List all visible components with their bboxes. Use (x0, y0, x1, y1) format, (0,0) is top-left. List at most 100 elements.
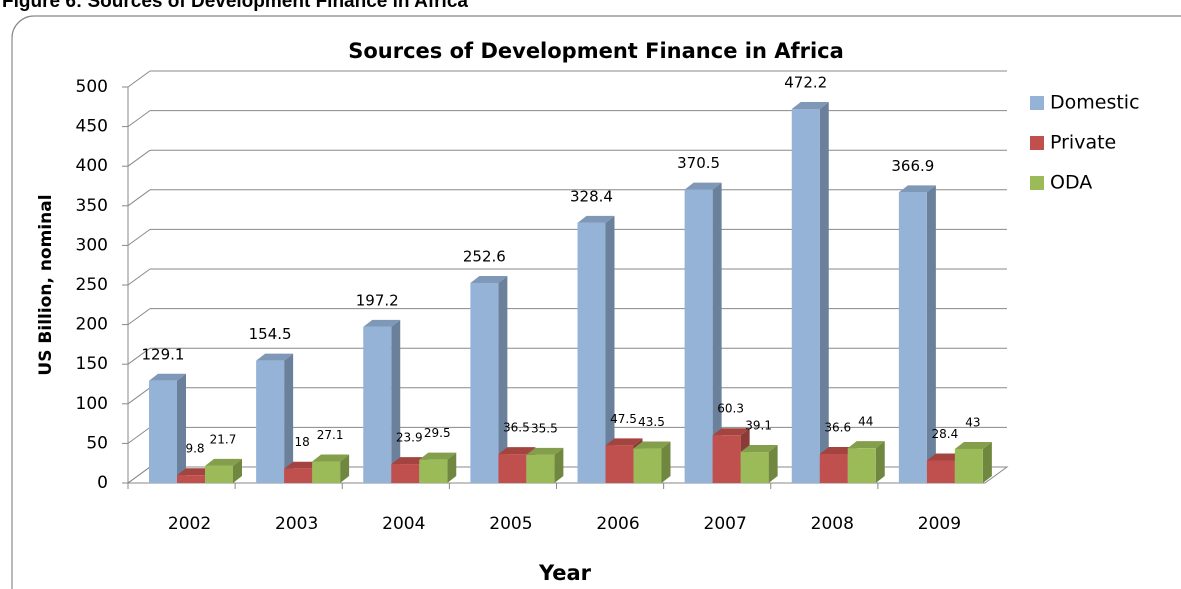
figure-caption: Figure 6: Sources of Development Finance… (2, 0, 468, 12)
bar-side (661, 441, 671, 483)
y-axis-title: US Billion, nominal (36, 194, 56, 375)
data-label: 35.5 (531, 421, 558, 435)
y-tick-label: 50 (86, 433, 108, 453)
x-tick-label: 2005 (489, 514, 532, 534)
data-label: 21.7 (210, 432, 237, 446)
bar-side (926, 185, 936, 483)
grid-line (127, 387, 151, 405)
bar-side (284, 353, 294, 483)
data-label: 60.3 (717, 402, 744, 416)
legend-swatch (1030, 136, 1044, 150)
bar (684, 189, 713, 483)
bar-side (447, 452, 457, 483)
data-label: 47.5 (610, 412, 637, 426)
y-tick-label: 200 (76, 315, 108, 335)
bar (391, 464, 420, 483)
x-tick-label: 2002 (168, 514, 211, 534)
data-label: 28.4 (932, 427, 959, 441)
bar-top (312, 454, 350, 462)
legend-swatch (1030, 96, 1044, 110)
bar (791, 109, 820, 483)
legend-label: Private (1050, 132, 1116, 154)
bar (419, 459, 448, 483)
x-tick-label: 2008 (811, 514, 854, 534)
y-tick-label: 400 (76, 156, 108, 176)
grid-line (127, 426, 151, 444)
data-label: 39.1 (745, 419, 772, 433)
grid-line (127, 228, 151, 246)
grid-line (127, 149, 151, 167)
bar (847, 448, 876, 483)
y-tick-label: 150 (76, 354, 108, 374)
bar (926, 460, 955, 483)
bar (312, 461, 341, 483)
legend-label: ODA (1050, 172, 1092, 194)
bar (740, 452, 769, 483)
grid-line (127, 189, 151, 207)
y-tick-label: 250 (76, 275, 108, 295)
y-tick-label: 300 (76, 235, 108, 255)
x-tick-label: 2004 (382, 514, 425, 534)
chart-title: Sources of Development Finance in Africa (348, 39, 844, 63)
bar-top (684, 182, 722, 190)
data-label: 197.2 (356, 291, 399, 309)
data-label: 18 (294, 435, 309, 449)
grid-line (127, 110, 151, 128)
bar-side (177, 373, 186, 483)
bar-top (926, 453, 964, 461)
data-label: 328.4 (570, 187, 613, 205)
data-label: 36.5 (503, 421, 530, 435)
data-label: 370.5 (677, 154, 720, 172)
bar-top (605, 438, 643, 446)
bar-top (205, 458, 242, 466)
bar-top (419, 452, 457, 460)
bar-top (577, 215, 615, 223)
bar (712, 435, 741, 483)
bar-top (391, 457, 429, 465)
bar-top (791, 102, 829, 110)
bar-side (819, 102, 829, 483)
bar-top (470, 275, 508, 283)
bar (177, 475, 205, 483)
bar (256, 360, 285, 483)
bar-side (982, 441, 992, 483)
bar (284, 468, 313, 483)
bar-top (819, 447, 857, 455)
bar-top (256, 353, 294, 361)
data-label: 154.5 (249, 325, 292, 343)
bar (149, 380, 177, 483)
grid-line (127, 308, 151, 326)
bar-top (363, 319, 401, 327)
grid-line (127, 466, 151, 484)
bar-top (526, 447, 564, 455)
y-tick-label: 450 (76, 117, 108, 137)
legend-label: Domestic (1050, 92, 1140, 114)
bar-side (605, 215, 615, 483)
y-tick-label: 0 (97, 473, 108, 493)
x-tick-label: 2003 (275, 514, 318, 534)
data-label: 129.1 (142, 345, 185, 363)
bar-top (633, 441, 671, 449)
bar (605, 445, 634, 483)
bar-side (340, 454, 350, 483)
bar-top (149, 373, 186, 381)
bar-side (554, 447, 564, 483)
bar-top (284, 461, 322, 469)
bar-top (954, 441, 992, 449)
data-label: 43 (965, 415, 980, 429)
data-label: 27.1 (317, 428, 344, 442)
y-tick-label: 100 (76, 394, 108, 414)
x-tick-label: 2006 (596, 514, 639, 534)
bar-top (740, 445, 778, 453)
legend-swatch (1030, 176, 1044, 190)
x-tick-label: 2007 (704, 514, 747, 534)
bar (526, 454, 555, 483)
y-tick-label: 350 (76, 196, 108, 216)
bar (819, 454, 848, 483)
bar-side (498, 275, 508, 483)
bar (205, 465, 233, 483)
x-axis-title: Year (538, 561, 592, 585)
bar (470, 282, 499, 483)
